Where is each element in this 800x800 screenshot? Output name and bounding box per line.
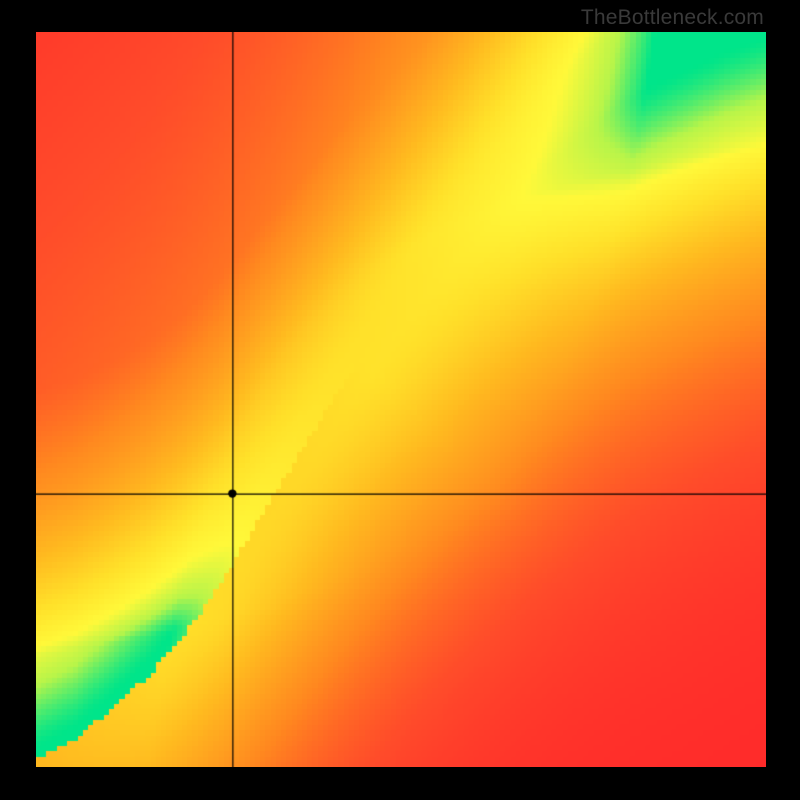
chart-frame: TheBottleneck.com [0, 0, 800, 800]
crosshair-overlay [36, 32, 766, 767]
watermark-text: TheBottleneck.com [581, 6, 764, 30]
